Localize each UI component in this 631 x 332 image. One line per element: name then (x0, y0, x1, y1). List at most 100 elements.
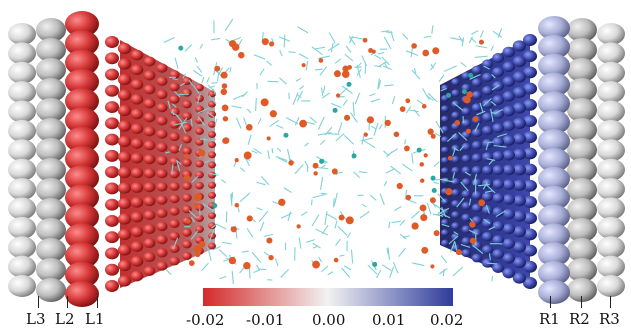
atom-layer-r3 (597, 197, 625, 220)
water-bond (460, 61, 467, 68)
ion-atom (431, 187, 437, 193)
right-face-atom (461, 225, 471, 234)
right-face-atom (451, 233, 460, 241)
oxygen-atom (260, 98, 269, 107)
water-bond (490, 100, 497, 106)
water-bond (405, 50, 419, 56)
water-bond (225, 38, 231, 43)
water-bond (231, 105, 242, 109)
atom-layer-l1 (65, 30, 99, 57)
water-bond (196, 65, 203, 73)
right-face-atom (492, 137, 504, 147)
layer-label-l3: L3 (26, 310, 46, 328)
atom-layer-r3 (597, 158, 625, 181)
right-face-atom (523, 244, 537, 257)
water-bond (192, 69, 203, 77)
water-bond (378, 80, 382, 89)
water-bond (229, 67, 232, 73)
water-bond (196, 93, 201, 104)
atom-layer-r3 (597, 100, 625, 123)
left-face-atom (169, 70, 180, 79)
water-bond (383, 180, 388, 187)
left-face-atom (130, 64, 144, 76)
right-face-atom (502, 223, 515, 235)
water-bond (497, 133, 508, 138)
water-bond (287, 211, 291, 222)
ion-atom (372, 261, 378, 267)
right-face-atom (492, 179, 504, 189)
water-bond (351, 36, 364, 40)
water-bond (263, 233, 274, 238)
water-bond (448, 235, 459, 245)
water-bond (233, 161, 237, 167)
right-face-atom (502, 76, 515, 87)
water-bond (224, 18, 234, 32)
water-bond (475, 45, 488, 49)
right-face-atom (441, 218, 449, 226)
water-bond (190, 216, 195, 223)
left-face-atom (117, 89, 132, 101)
right-face-atom (492, 109, 504, 119)
right-face-atom (502, 46, 515, 58)
water-bond (312, 242, 321, 249)
oxygen-atom (220, 88, 228, 96)
atom-layer-l2 (36, 278, 66, 302)
oxygen-atom (466, 91, 473, 98)
left-face-atom (105, 149, 119, 162)
water-bond (259, 221, 265, 232)
water-bond (258, 210, 269, 223)
left-face-atom (130, 79, 144, 90)
water-bond (178, 144, 183, 151)
water-bond (422, 88, 430, 101)
water-bond (241, 250, 249, 253)
right-face-atom (502, 179, 515, 190)
water-bond (286, 148, 291, 162)
water-bond (188, 79, 194, 86)
water-bond (399, 233, 407, 240)
water-bond (459, 145, 464, 151)
right-face-atom (471, 128, 482, 138)
right-face-atom (512, 117, 526, 129)
layer-label-r2: R2 (569, 310, 590, 328)
right-face-atom (523, 277, 537, 289)
right-face-atom (523, 212, 537, 225)
water-bond (297, 26, 309, 34)
layer-tick-r1 (550, 296, 551, 308)
right-face-atom (482, 205, 493, 215)
atom-layer-l1 (65, 203, 99, 230)
water-bond (210, 37, 221, 41)
left-face-atom (105, 182, 119, 195)
water-bond (477, 183, 490, 187)
oxygen-atom (405, 194, 412, 201)
left-face-atom (182, 146, 192, 156)
oxygen-atom (419, 162, 424, 167)
right-face-atom (451, 89, 460, 97)
right-face-atom (471, 153, 482, 163)
water-bond (450, 37, 464, 41)
water-bond (176, 160, 182, 165)
oxygen-atom (266, 237, 273, 244)
water-bond (495, 210, 506, 218)
right-face-atom (502, 149, 515, 161)
water-bond (490, 108, 494, 122)
atom-layer-l3 (8, 178, 36, 201)
water-bond (222, 241, 232, 245)
water-bond (485, 141, 489, 151)
oxygen-atom (195, 251, 201, 258)
water-bond (276, 147, 282, 152)
water-bond (167, 100, 171, 109)
water-bond (473, 173, 478, 185)
electrode-atom-layers (8, 11, 625, 307)
water-bond (364, 63, 367, 74)
water-bond (433, 181, 439, 185)
water-bond (271, 147, 274, 154)
right-face-atom (492, 151, 504, 161)
right-face-atom (451, 211, 460, 219)
right-face-atom (512, 179, 526, 191)
left-face-atom (143, 140, 156, 151)
water-bond (317, 116, 325, 130)
left-face-atom (117, 151, 132, 163)
left-face-atom (143, 98, 156, 109)
water-bond (382, 264, 392, 271)
left-face-atom (117, 275, 132, 287)
